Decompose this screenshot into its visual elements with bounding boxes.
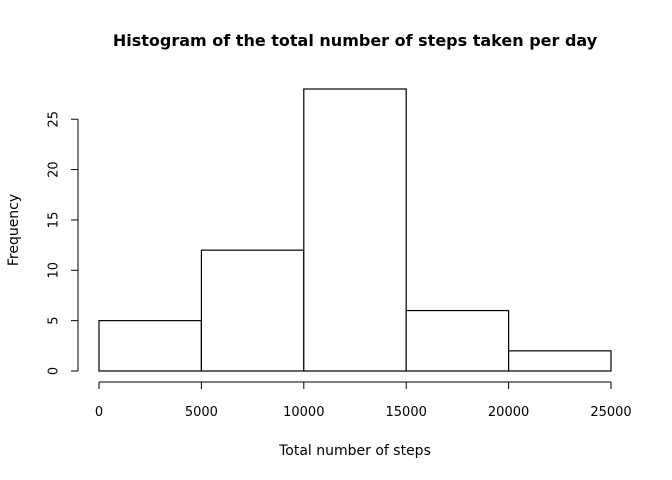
x-axis-label: Total number of steps [278, 443, 431, 459]
y-tick-label-3: 15 [47, 212, 62, 229]
histogram-bar-3 [405, 309, 510, 372]
y-tick-label-5: 25 [47, 111, 62, 128]
y-tick-label-0: 0 [47, 367, 62, 375]
histogram-bar-2 [303, 88, 407, 372]
y-tick-label-1: 5 [47, 317, 62, 325]
histogram-bar-1 [200, 249, 305, 372]
histogram-bar-4 [508, 350, 612, 372]
y-tick-label-4: 20 [47, 161, 62, 178]
x-tick-label-2: 10000 [283, 405, 324, 420]
x-tick-label-3: 15000 [386, 405, 427, 420]
x-tick-label-1: 5000 [185, 405, 218, 420]
x-tick-label-5: 25000 [590, 405, 631, 420]
y-axis-label: Frequency [6, 194, 22, 266]
y-axis: 0 5 10 15 20 25 [47, 111, 79, 375]
x-axis: 0 5000 10000 15000 20000 25000 [95, 381, 632, 420]
x-tick-label-4: 20000 [488, 405, 529, 420]
histogram-bar-0 [98, 320, 203, 372]
x-tick-label-0: 0 [95, 405, 103, 420]
y-tick-label-2: 10 [47, 262, 62, 279]
chart-title: Histogram of the total number of steps t… [113, 31, 598, 50]
bars-group [98, 88, 612, 372]
